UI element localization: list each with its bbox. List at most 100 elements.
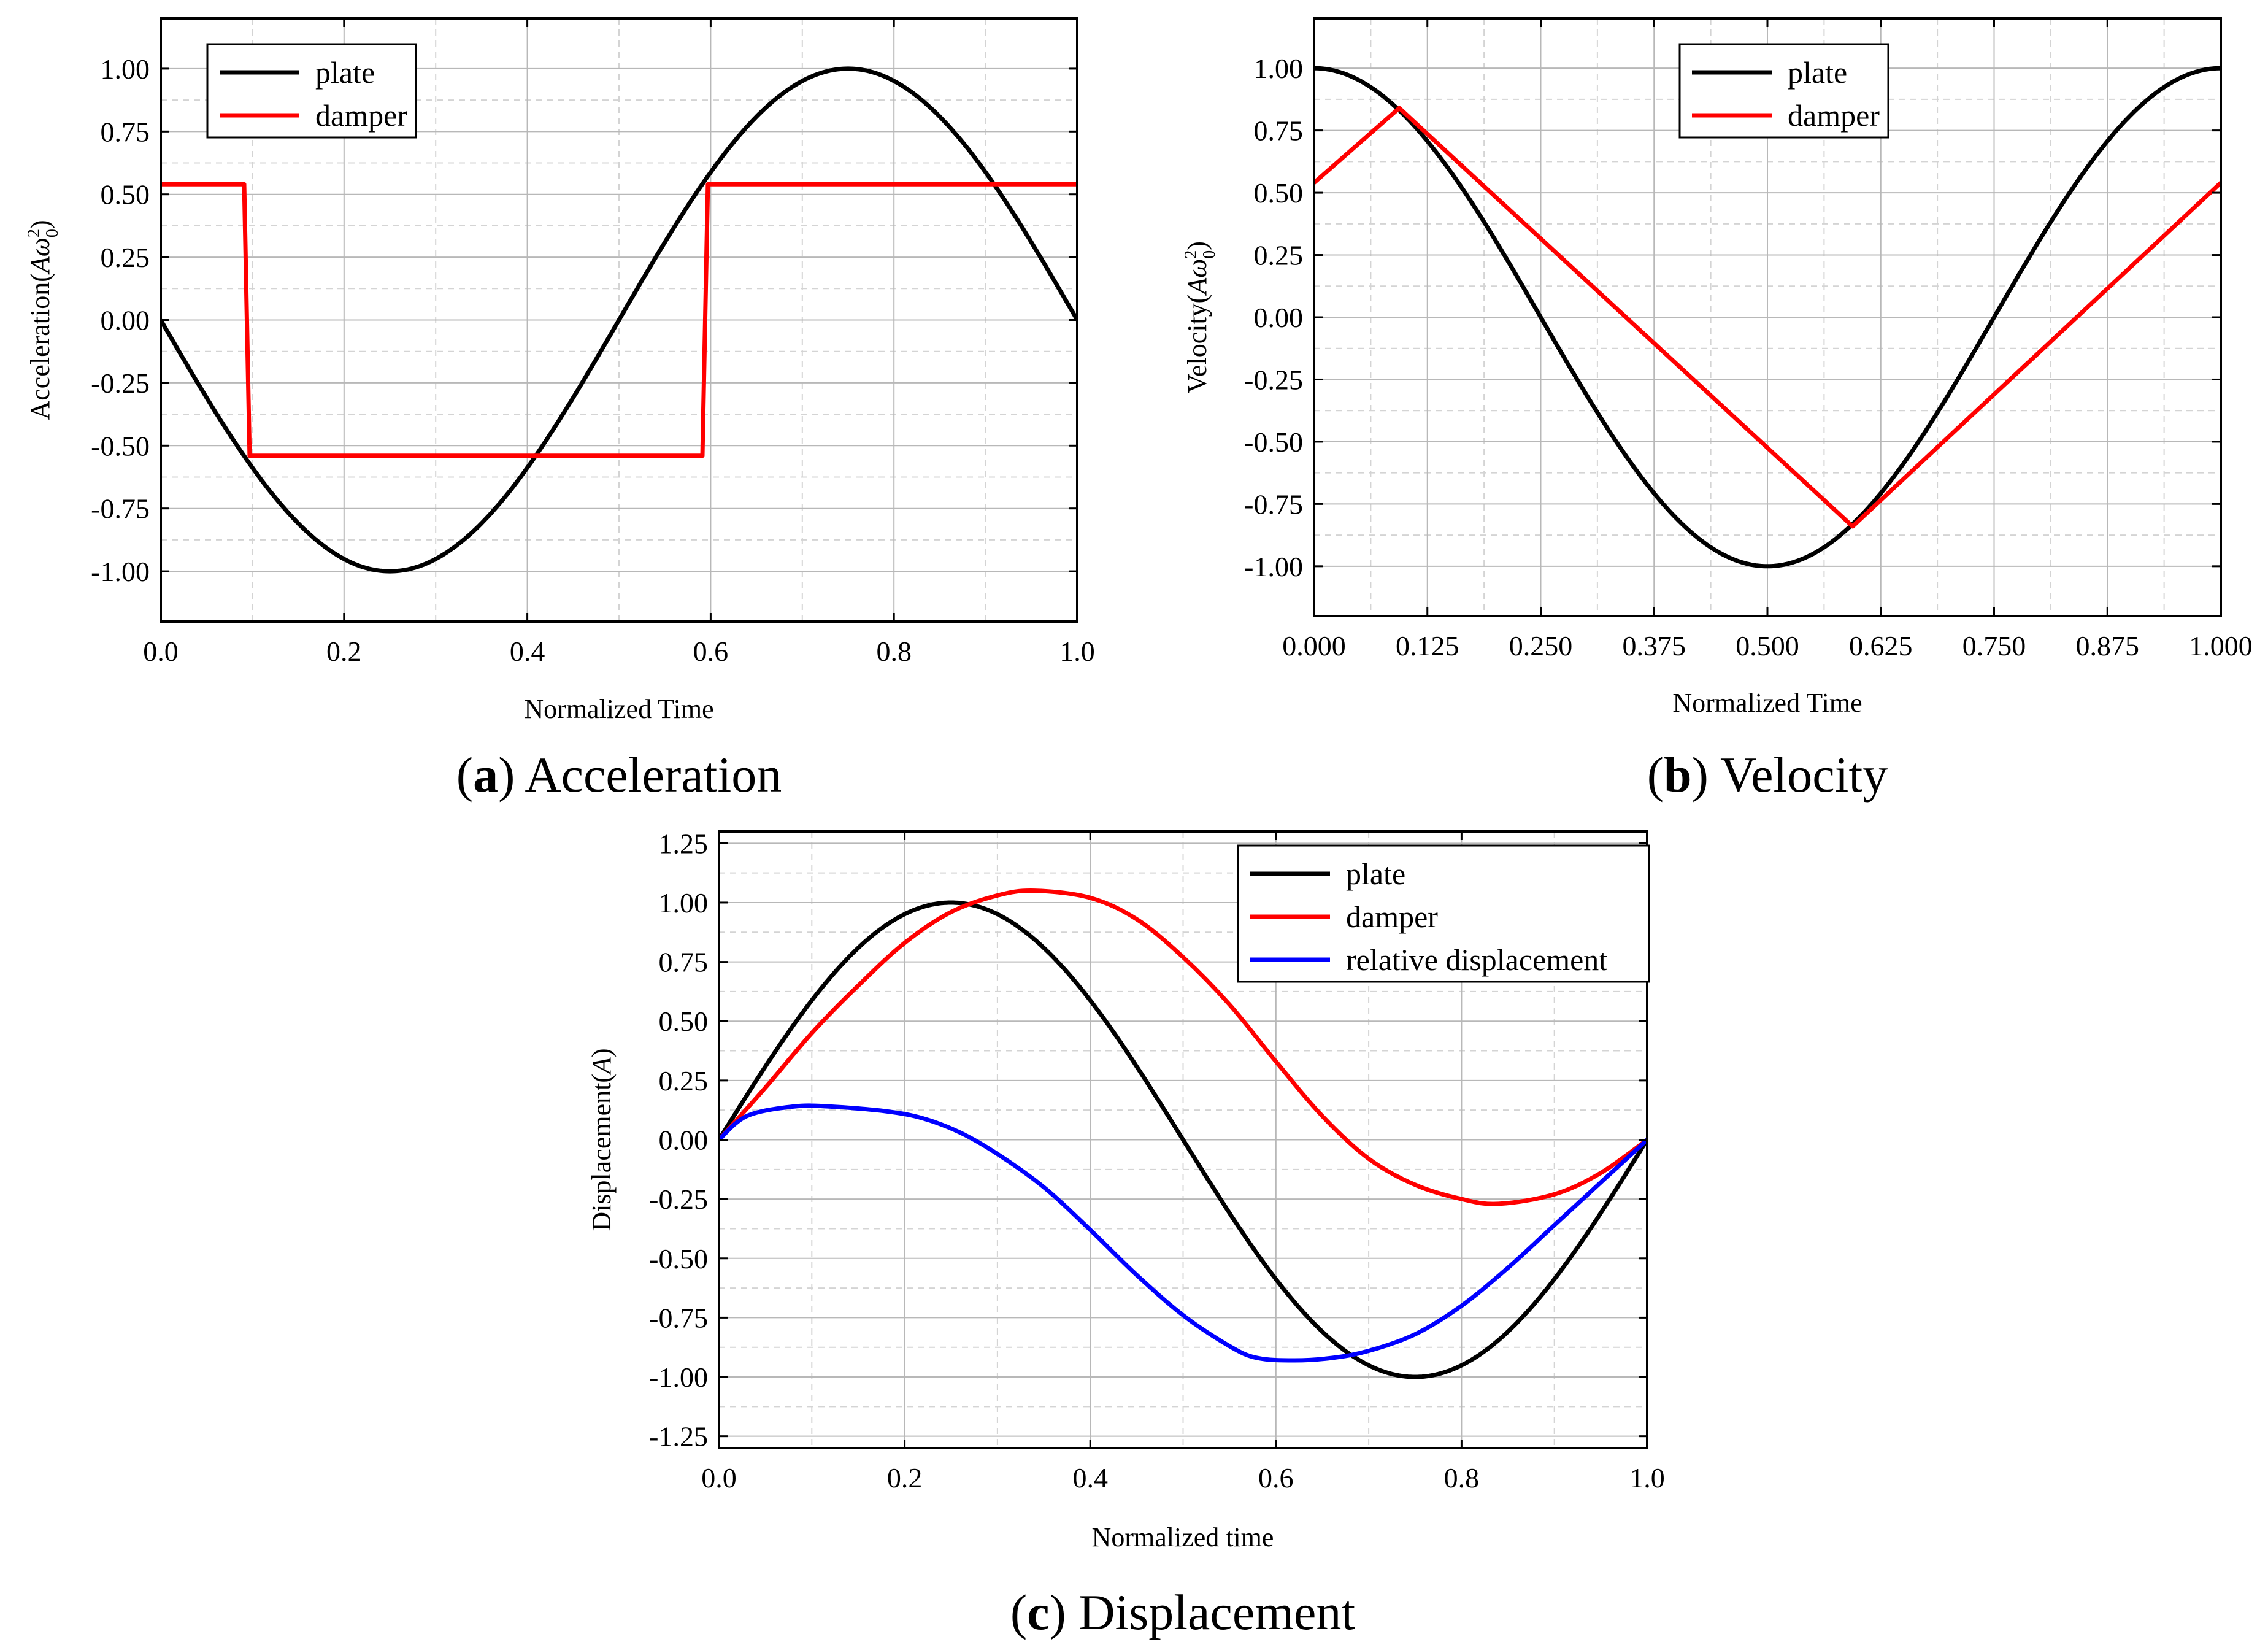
y-tick-label: 0.00 [659,1125,709,1156]
series-line-relative-displacement [719,1103,1647,1363]
series-line-damper [1314,106,2221,529]
y-tick-label: 0.50 [101,179,150,210]
caption-open: ( [1647,747,1664,803]
caption-close: ) [498,747,525,803]
y-tick-label: 1.00 [101,53,150,85]
x-tick-label: 0.8 [876,636,912,667]
caption-text: Displacement [1078,1584,1355,1640]
y-tick-label: 0.50 [1254,177,1304,209]
x-tick-label: 0.250 [1509,630,1573,661]
y-tick-label: 0.25 [659,1065,709,1097]
y-label-suffix: ) [1182,241,1212,250]
caption-letter: b [1664,747,1692,803]
legend-label: plate [1788,55,1847,90]
legend-label: plate [315,55,375,90]
y-tick-label: -1.25 [649,1421,708,1452]
y-label-prefix: Acceleration( [25,273,55,420]
legend: plate damper [1678,43,1889,139]
y-tick-label: -1.00 [91,556,150,587]
y-tick-label: 0.25 [1254,240,1304,271]
y-label-var: Aω [1182,259,1212,296]
series-group [719,888,1647,1379]
series-line-plate [161,66,1077,574]
x-tick-label: 1.0 [1629,1462,1665,1494]
y-label-suffix: ) [25,220,55,229]
y-tick-label: -0.75 [1244,488,1303,520]
legend-box [1678,43,1889,139]
caption-open: ( [1010,1584,1027,1640]
y-axis-label: Velocity(Aω20) [1182,241,1219,393]
y-label-sup: 2 [1182,250,1201,259]
x-tick-label: 0.4 [510,636,545,667]
legend-label: relative displacement [1346,942,1607,977]
y-tick-label: 0.50 [659,1006,709,1037]
x-tick-label: 0.125 [1396,630,1459,661]
x-tick-label: 1.0 [1059,636,1095,667]
y-label-suffix: ) [586,1048,617,1057]
x-tick-label: 0.2 [887,1462,923,1494]
y-label-sub: 0 [1200,250,1219,259]
legend-label: plate [1346,857,1405,891]
x-tick-label: 0.500 [1736,630,1799,661]
y-tick-label: -0.75 [649,1302,708,1333]
series-line-damper [719,888,1647,1206]
series-line-plate [719,900,1647,1379]
x-tick-label: 0.875 [2076,630,2140,661]
x-tick-label: 0.4 [1072,1462,1108,1494]
series-line-damper [161,182,1077,458]
chart-acceleration: 0.0 0.2 0.4 0.6 0.8 1.0 -1.00 -0.75 -0.50 -0.25 0.… [25,17,1095,803]
legend-label: damper [1346,900,1438,934]
x-axis-label: Normalized time [1092,1522,1274,1552]
legend-label: damper [1788,98,1880,133]
y-tick-label: 1.00 [659,887,709,919]
x-tick-label: 0.000 [1282,630,1346,661]
y-tick-label: -1.00 [649,1362,708,1393]
x-tick-label: 0.8 [1444,1462,1480,1494]
y-tick-label: -0.50 [91,430,150,461]
y-tick-label: -0.75 [91,493,150,525]
y-label-var: Aω [25,237,55,275]
panel-caption: (c) Displacement [1010,1584,1356,1640]
x-axis-label: Normalized Time [1672,688,1862,718]
x-tick-label: 0.6 [1258,1462,1294,1494]
y-tick-label: 0.00 [101,305,150,336]
panel-caption: (b) Velocity [1647,747,1888,803]
caption-close: ) [1692,747,1720,803]
y-tick-label: -0.50 [649,1243,708,1274]
caption-close: ) [1050,1584,1079,1640]
caption-open: ( [456,747,473,803]
x-axis-label: Normalized Time [524,694,713,724]
x-tick-label: 1.000 [2189,630,2253,661]
panel-caption: (a) Acceleration [456,747,782,803]
y-tick-label: 1.00 [1254,53,1304,84]
legend: plate damper relative displacement [1237,844,1650,983]
y-label-prefix: Displacement( [586,1074,617,1232]
legend-label: damper [315,98,407,133]
y-axis-label: Displacement(A) [586,1048,617,1231]
caption-text: Velocity [1720,747,1888,803]
y-axis-label: Acceleration(Aω20) [25,220,62,420]
legend: plate damper [206,43,417,139]
caption-letter: c [1027,1584,1049,1640]
x-tick-label: 0.0 [143,636,179,667]
legend-box [206,43,417,139]
y-tick-label: 0.75 [659,947,709,978]
x-tick-label: 0.0 [701,1462,737,1494]
y-tick-label: -1.00 [1244,551,1303,582]
y-tick-label: -0.25 [649,1184,708,1215]
caption-text: Acceleration [525,747,782,803]
y-label-var: A [586,1057,617,1076]
chart-velocity: 0.000 0.125 0.250 0.375 0.500 0.625 0.750 0.875… [1182,17,2253,803]
y-tick-label: -0.25 [1244,364,1303,395]
x-tick-label: 0.750 [1962,630,2026,661]
y-tick-label: -0.50 [1244,426,1303,458]
series-group [1314,66,2221,569]
y-tick-label: 0.00 [1254,302,1304,333]
chart-displacement: 0.0 0.2 0.4 0.6 0.8 1.0 -1.25 -1.00 -0.75 -0.50 -0… [586,828,1665,1640]
y-tick-label: 0.75 [101,116,150,147]
y-tick-label: -0.25 [91,368,150,399]
y-label-prefix: Velocity( [1182,295,1212,393]
y-tick-label: 0.25 [101,242,150,273]
caption-letter: a [473,747,498,803]
